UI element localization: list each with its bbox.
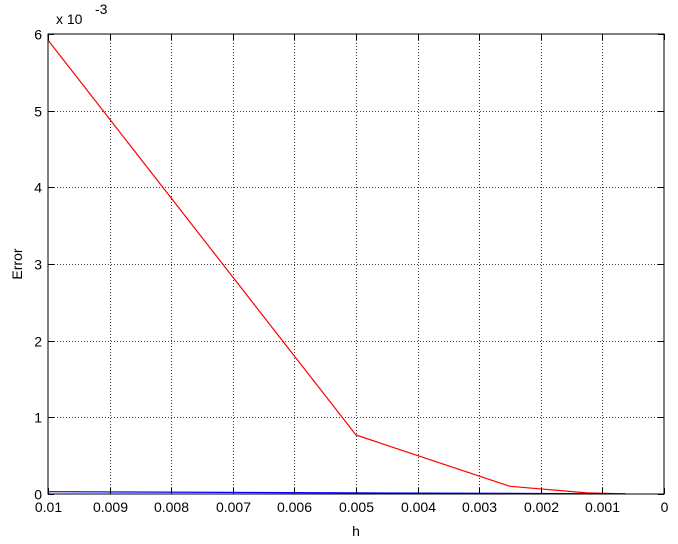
y-tick-label: 1 [34,410,42,426]
y-tick-label: 2 [34,334,42,350]
x-tick-label: 0 [661,499,669,515]
grid [48,34,664,494]
ticks: 0.01 0.009 0.008 0.007 0.006 0.005 0.004 0.003 0… [34,27,668,516]
plot-area [48,34,664,494]
x-tick-label: 0.01 [35,499,62,515]
y-tick-label: 6 [34,27,42,43]
x-tick-label: 0.002 [524,499,559,515]
y-tick-label: 0 [34,487,42,503]
y-tick-label: 5 [34,104,42,120]
x-tick-label: 0.007 [216,499,251,515]
y-tick-label: 3 [34,257,42,273]
x-tick-label: 0.003 [462,499,497,515]
y-tick-label: 4 [34,180,42,196]
y-axis-exponent-label: x 10 [56,11,83,27]
x-tick-label: 0.005 [339,499,374,515]
x-tick-label: 0.006 [277,499,312,515]
y-axis-exponent-power: -3 [95,1,108,17]
y-axis-label: Error [9,248,25,279]
x-tick-label: 0.009 [93,499,128,515]
x-tick-label: 0.004 [401,499,436,515]
x-tick-label: 0.008 [154,499,189,515]
x-tick-label: 0.001 [585,499,620,515]
x-axis-label: h [352,523,360,539]
